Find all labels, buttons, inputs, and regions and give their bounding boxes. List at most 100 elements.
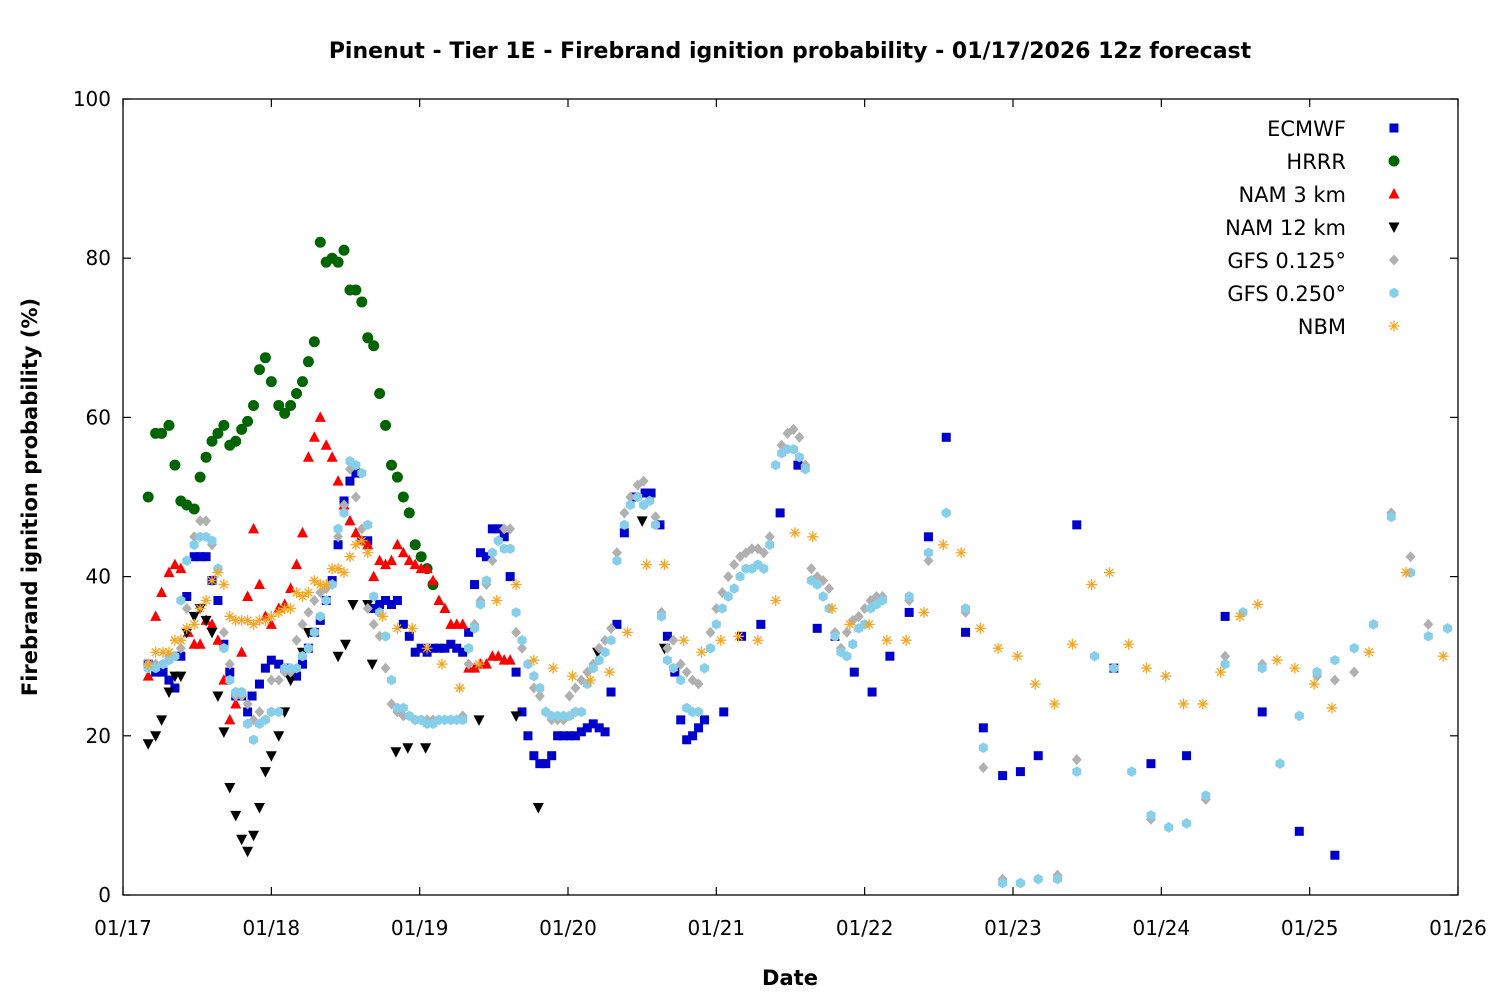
data-point bbox=[397, 546, 409, 558]
data-point bbox=[381, 631, 391, 642]
data-point bbox=[350, 526, 362, 538]
legend-label: GFS 0.250° bbox=[1227, 282, 1346, 306]
data-point bbox=[606, 687, 616, 697]
data-point bbox=[594, 723, 604, 733]
data-point bbox=[189, 539, 199, 550]
data-point bbox=[600, 727, 610, 737]
data-point bbox=[224, 610, 236, 622]
data-point bbox=[292, 662, 302, 674]
data-point bbox=[291, 634, 302, 646]
data-point bbox=[612, 619, 622, 629]
x-tick-label: 01/19 bbox=[391, 916, 449, 940]
data-point bbox=[206, 618, 218, 629]
data-point bbox=[404, 631, 414, 641]
data-point bbox=[333, 523, 343, 535]
data-point bbox=[194, 471, 206, 483]
data-point bbox=[941, 432, 951, 442]
data-point bbox=[176, 651, 186, 661]
data-point bbox=[473, 715, 485, 726]
data-point bbox=[347, 599, 359, 611]
data-point bbox=[681, 666, 692, 678]
data-point bbox=[224, 658, 235, 670]
data-point bbox=[849, 667, 859, 677]
data-point bbox=[175, 642, 186, 654]
data-point bbox=[499, 532, 509, 542]
data-point bbox=[291, 558, 303, 570]
x-tick-label: 01/22 bbox=[836, 916, 894, 940]
data-point bbox=[266, 706, 276, 718]
legend-marker bbox=[1389, 123, 1399, 133]
data-point bbox=[314, 236, 326, 248]
data-point bbox=[553, 731, 563, 741]
data-point bbox=[212, 691, 224, 702]
data-point bbox=[699, 662, 709, 674]
data-point bbox=[1294, 826, 1304, 836]
data-point bbox=[194, 638, 206, 649]
data-point bbox=[480, 658, 492, 669]
data-point bbox=[175, 562, 187, 574]
data-point bbox=[612, 555, 622, 566]
data-point bbox=[385, 459, 397, 471]
data-point bbox=[285, 582, 297, 594]
data-point bbox=[339, 507, 349, 519]
data-point bbox=[582, 723, 592, 733]
data-point bbox=[439, 602, 451, 613]
data-point bbox=[225, 674, 235, 686]
data-point bbox=[157, 646, 169, 658]
data-point bbox=[853, 610, 864, 622]
data-point bbox=[955, 547, 967, 559]
data-point bbox=[253, 578, 265, 590]
data-point bbox=[705, 643, 715, 654]
data-point bbox=[830, 631, 840, 642]
data-point bbox=[824, 583, 835, 595]
data-point bbox=[253, 802, 265, 814]
data-point bbox=[391, 471, 403, 483]
data-point bbox=[369, 603, 379, 613]
data-point bbox=[570, 731, 580, 741]
data-point bbox=[771, 459, 781, 471]
data-point bbox=[651, 519, 661, 531]
data-point bbox=[1220, 658, 1230, 670]
data-point bbox=[682, 735, 692, 745]
data-point bbox=[588, 662, 598, 674]
plot-frame bbox=[122, 98, 1459, 896]
data-point bbox=[1330, 850, 1340, 860]
data-point bbox=[1386, 511, 1396, 523]
data-point bbox=[242, 590, 254, 601]
data-point bbox=[195, 552, 205, 562]
data-point bbox=[978, 742, 988, 753]
data-point bbox=[427, 574, 439, 586]
data-point bbox=[789, 527, 801, 539]
data-point bbox=[333, 540, 343, 550]
data-point bbox=[415, 551, 427, 563]
data-point bbox=[285, 675, 297, 687]
data-point bbox=[600, 647, 610, 658]
data-point bbox=[547, 751, 557, 761]
data-point bbox=[1271, 654, 1283, 666]
data-point bbox=[1072, 766, 1082, 777]
data-points bbox=[142, 236, 1453, 889]
data-point bbox=[158, 667, 168, 677]
data-point bbox=[338, 567, 350, 579]
data-point bbox=[621, 626, 633, 638]
data-point bbox=[151, 662, 161, 674]
data-point bbox=[326, 563, 338, 575]
chart-title: Pinenut - Tier 1E - Firebrand ignition p… bbox=[329, 39, 1252, 64]
data-point bbox=[182, 592, 192, 601]
data-point bbox=[266, 655, 276, 665]
data-point bbox=[291, 388, 303, 400]
data-point bbox=[678, 634, 690, 646]
data-point bbox=[380, 662, 391, 674]
data-point bbox=[719, 707, 729, 717]
data-point bbox=[1257, 662, 1267, 674]
data-point bbox=[881, 634, 893, 646]
data-point bbox=[746, 543, 757, 555]
data-point bbox=[481, 552, 491, 562]
data-point bbox=[249, 734, 259, 745]
legend-label: HRRR bbox=[1286, 150, 1346, 174]
data-point bbox=[491, 594, 503, 606]
data-point bbox=[1368, 619, 1378, 630]
data-point bbox=[487, 524, 497, 534]
data-point bbox=[345, 476, 355, 486]
data-point bbox=[464, 643, 474, 654]
